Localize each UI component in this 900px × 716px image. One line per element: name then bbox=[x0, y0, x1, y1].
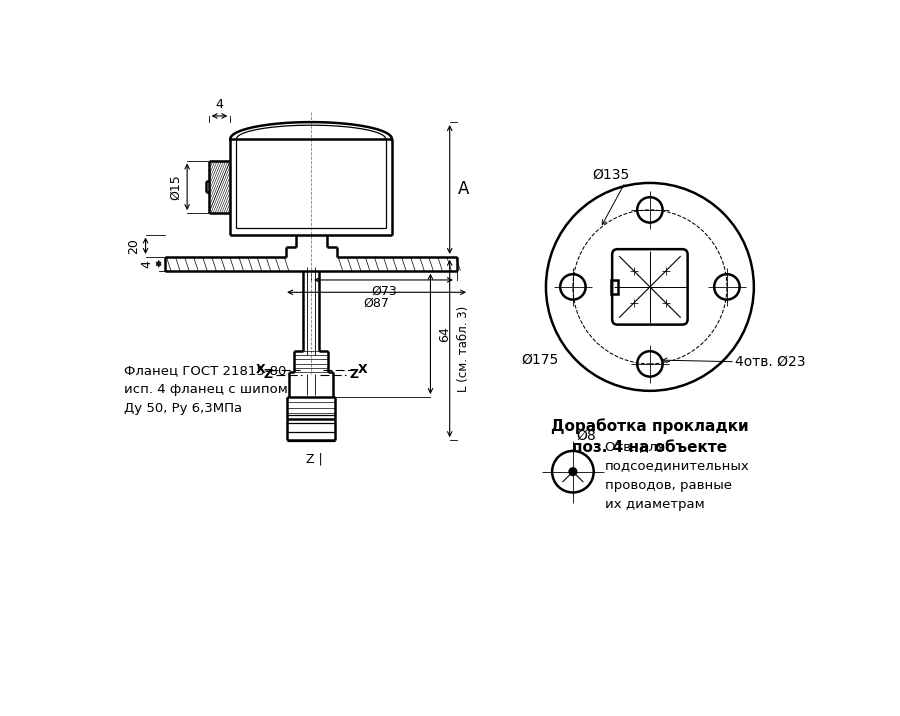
Text: Ø15: Ø15 bbox=[169, 174, 183, 200]
Text: Фланец ГОСТ 21815-80
исп. 4 фланец с шипом
Ду 50, Ру 6,3МПа: Фланец ГОСТ 21815-80 исп. 4 фланец с шип… bbox=[124, 364, 288, 415]
Text: A: A bbox=[457, 180, 469, 198]
Text: Ø135: Ø135 bbox=[593, 168, 630, 182]
Text: Ø73: Ø73 bbox=[372, 284, 397, 298]
Polygon shape bbox=[209, 160, 230, 213]
Text: L (см. табл. 3): L (см. табл. 3) bbox=[457, 305, 471, 392]
Circle shape bbox=[569, 468, 577, 475]
Text: Z: Z bbox=[264, 368, 273, 381]
Text: X: X bbox=[357, 363, 367, 376]
Text: Z: Z bbox=[349, 368, 359, 381]
Polygon shape bbox=[230, 139, 392, 235]
Text: Ø87: Ø87 bbox=[364, 297, 390, 310]
Text: Доработка прокладки
поз. 4 на объекте: Доработка прокладки поз. 4 на объекте bbox=[551, 418, 749, 455]
Bar bbox=[610, 279, 617, 294]
Text: Z |: Z | bbox=[306, 453, 322, 465]
Text: 4отв. Ø23: 4отв. Ø23 bbox=[735, 354, 806, 369]
Text: 4: 4 bbox=[215, 98, 223, 111]
Text: 20: 20 bbox=[127, 238, 140, 253]
Text: Ø175: Ø175 bbox=[521, 353, 558, 367]
Text: Отв. для
подсоединительных
проводов, равные
их диаметрам: Отв. для подсоединительных проводов, рав… bbox=[605, 440, 750, 511]
Text: 4: 4 bbox=[140, 260, 153, 268]
Text: X: X bbox=[256, 363, 265, 376]
Text: Ø8: Ø8 bbox=[577, 429, 597, 443]
Text: 64: 64 bbox=[438, 326, 451, 342]
